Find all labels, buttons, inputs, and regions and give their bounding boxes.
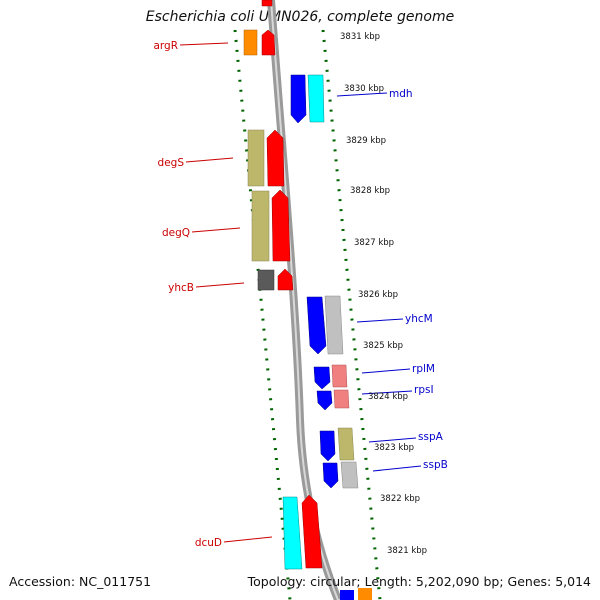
gene-label-rplM[interactable]: rplM — [412, 363, 435, 375]
gene-block-sspB-silver[interactable] — [340, 461, 359, 489]
scale-label-3822: 3822 kbp — [380, 494, 420, 504]
gene-label-yhcB[interactable]: yhcB — [168, 282, 194, 294]
gene-block-argR-orange[interactable] — [243, 29, 258, 56]
scale-label-3829: 3829 kbp — [346, 136, 386, 146]
gene-block-degS[interactable] — [266, 129, 285, 187]
gene-block-yhcB[interactable] — [277, 268, 294, 291]
gene-label-argR[interactable]: argR — [153, 40, 178, 52]
gene-block-mdh-cyan[interactable] — [307, 74, 325, 123]
leader-line-dcuD — [223, 536, 273, 543]
gene-label-degS[interactable]: degS — [158, 157, 185, 169]
gene-label-sspB[interactable]: sspB — [423, 459, 448, 471]
scale-label-3825: 3825 kbp — [363, 341, 403, 351]
genome-title: Escherichia coli UMN026, complete genome — [145, 9, 455, 25]
gene-block-sspA[interactable] — [319, 430, 336, 462]
leader-line-rplM — [361, 368, 411, 374]
gene-block-rpsI[interactable] — [316, 390, 333, 411]
gene-block-mdh[interactable] — [290, 74, 307, 124]
scale-label-3827: 3827 kbp — [354, 238, 394, 248]
scale-label-3821: 3821 kbp — [387, 546, 427, 556]
leader-line-sspA — [368, 437, 417, 443]
gene-block-rpsI-pink[interactable] — [333, 389, 350, 409]
leader-line-sspB — [372, 465, 422, 472]
gene-block-degQ[interactable] — [271, 189, 291, 262]
gene-label-mdh[interactable]: mdh — [389, 88, 413, 100]
leader-line-degQ — [191, 227, 241, 233]
scale-label-3824: 3824 kbp — [368, 392, 408, 402]
gene-block-bottom-blue-partial — [340, 590, 354, 600]
leader-line-degS — [185, 157, 234, 163]
genome-stats-text: Topology: circular; Length: 5,202,090 bp… — [247, 574, 591, 589]
gene-block-yhcM[interactable] — [306, 296, 327, 355]
gene-label-degQ[interactable]: degQ — [162, 227, 190, 239]
scale-label-3830: 3830 kbp — [344, 84, 384, 94]
gene-label-rpsI[interactable]: rpsI — [414, 384, 434, 396]
gene-block-yhcB-gray[interactable] — [257, 269, 275, 291]
gene-block-degQ-khaki[interactable] — [251, 190, 270, 262]
gene-block-bottom-orange-partial — [358, 588, 372, 600]
gene-block-degS-khaki[interactable] — [247, 129, 265, 187]
scale-label-3823: 3823 kbp — [374, 443, 414, 453]
gene-label-dcuD[interactable]: dcuD — [195, 537, 222, 549]
accession-text: Accession: NC_011751 — [9, 574, 152, 589]
scale-label-3831: 3831 kbp — [340, 32, 380, 42]
gene-block-rplM-pink[interactable] — [331, 364, 348, 388]
gene-block-rplM[interactable] — [313, 366, 331, 390]
gene-block-dcuD[interactable] — [301, 494, 323, 569]
gene-label-yhcM[interactable]: yhcM — [405, 313, 433, 325]
gene-block-sspA-khaki[interactable] — [337, 427, 355, 461]
scale-label-3826: 3826 kbp — [358, 290, 398, 300]
leader-line-mdh — [336, 92, 388, 97]
leader-line-yhcM — [356, 318, 404, 323]
leader-line-rpsI — [361, 390, 413, 395]
leader-line-argR — [179, 42, 229, 46]
gene-block-yhcM-silver[interactable] — [324, 295, 344, 355]
leader-line-yhcB — [195, 282, 245, 288]
gene-block-dcuD-cyan[interactable] — [282, 496, 303, 570]
gene-block-sspB[interactable] — [322, 462, 339, 489]
gene-label-sspA[interactable]: sspA — [418, 431, 444, 443]
gene-block-argR[interactable] — [261, 29, 276, 56]
scale-label-3828: 3828 kbp — [350, 186, 390, 196]
gene-block-top-partial — [261, 0, 273, 7]
